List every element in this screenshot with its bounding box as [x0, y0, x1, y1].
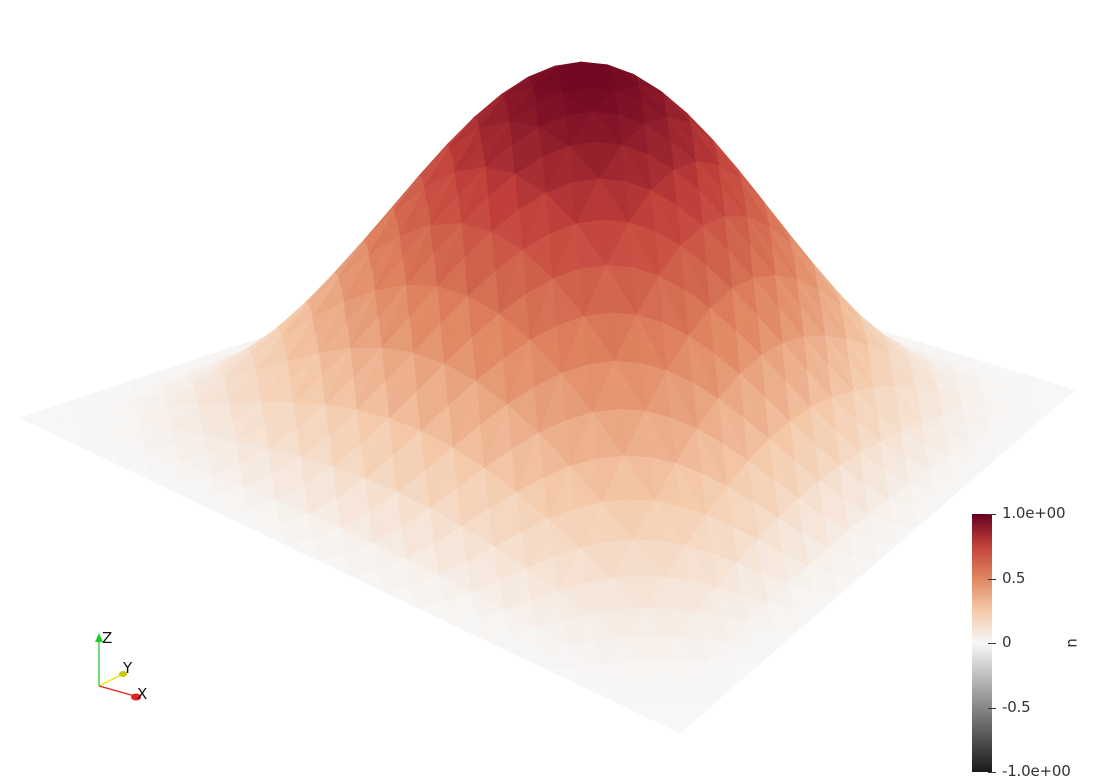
mesh-cell: [732, 663, 760, 683]
x-axis-line: [98, 685, 136, 697]
mesh-cell: [1012, 423, 1037, 443]
mesh-cell: [692, 698, 721, 717]
mesh-cell: [129, 371, 160, 382]
mesh-cell: [480, 634, 516, 655]
legend-tick-mark: [988, 772, 996, 773]
mesh-cell: [752, 645, 780, 665]
color-legend-title: u: [1063, 638, 1082, 648]
mesh-cell: [952, 474, 978, 494]
mesh-cell: [992, 441, 1017, 460]
legend-tick-label: -1.0e+00: [1002, 762, 1071, 780]
mesh-cell: [1052, 389, 1077, 408]
mesh-cell: [772, 627, 800, 648]
mesh-cell: [852, 557, 879, 580]
x-axis-label: X: [137, 685, 147, 703]
mesh-cell: [118, 465, 153, 482]
legend-tick-label: 0.5: [1002, 569, 1026, 587]
mesh-cell: [282, 539, 318, 561]
mesh-cell: [52, 433, 87, 451]
mesh-cell: [151, 479, 186, 498]
surface-mesh: [19, 61, 1077, 734]
mesh-cell: [415, 601, 450, 624]
legend-tick-label: -0.5: [1002, 698, 1031, 716]
legend-tick-label: 1.0e+00: [1002, 504, 1066, 522]
mesh-cell: [382, 585, 417, 608]
mesh-cell: [513, 650, 549, 671]
mesh-cell: [613, 700, 648, 718]
legend-tick-label: 0: [1002, 633, 1012, 651]
mesh-cell: [972, 458, 997, 477]
legend-tick-mark: [988, 708, 996, 709]
legend-tick-mark: [988, 643, 996, 644]
legend-tick-mark: [988, 579, 996, 580]
orientation-axes: Z Y X: [95, 629, 147, 703]
x-axis-arrow-icon: [131, 693, 141, 701]
mesh-cell: [580, 683, 615, 703]
mesh-cell: [74, 390, 106, 402]
y-axis-label: Y: [122, 659, 133, 677]
mesh-cell: [447, 618, 483, 640]
mesh-cell: [349, 570, 384, 592]
mesh-cell: [948, 350, 975, 360]
mesh-cell: [923, 343, 949, 352]
z-axis-arrow-icon: [95, 633, 103, 642]
mesh-cell: [19, 417, 54, 435]
mesh-cell: [892, 523, 918, 545]
mesh-cell: [102, 381, 133, 392]
y-axis-line: [98, 673, 124, 687]
mesh-cell: [249, 524, 285, 545]
z-axis-label: Z: [102, 629, 112, 647]
color-legend-bar: [972, 514, 992, 772]
mesh-cell: [85, 449, 120, 466]
legend-tick-mark: [988, 514, 996, 515]
mesh-cell: [646, 716, 681, 734]
mesh-cell: [216, 509, 252, 529]
y-axis-arrow-icon: [119, 671, 127, 677]
mesh-cell: [183, 494, 219, 514]
